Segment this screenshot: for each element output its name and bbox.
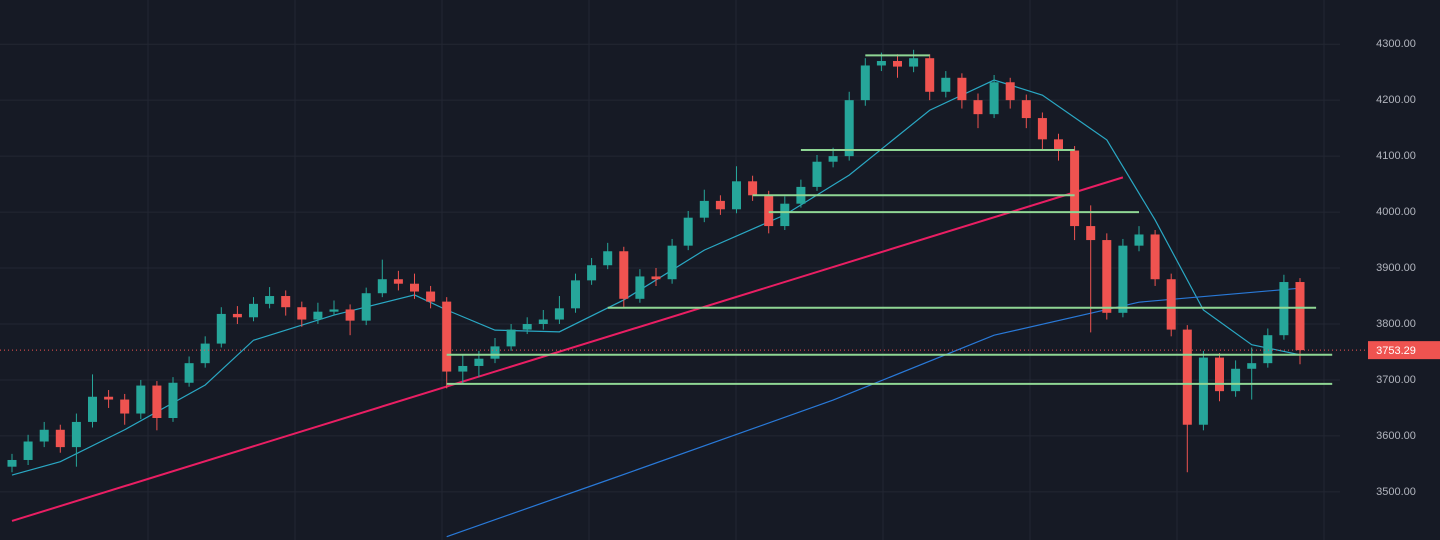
candle-body [989, 82, 999, 115]
candle-body [1118, 245, 1128, 313]
candle-body [1198, 357, 1208, 425]
candle-body [313, 311, 323, 320]
candle-body [587, 265, 597, 281]
candle-body [828, 156, 838, 162]
candle-body [764, 195, 774, 227]
candle-body [909, 58, 919, 67]
y-tick-label: 3900.00 [1376, 262, 1416, 274]
candle-body [458, 365, 468, 372]
candle-body [104, 396, 114, 400]
candle-body [361, 293, 371, 321]
candle-body [619, 251, 629, 299]
candle-body [941, 77, 951, 92]
candle-body [1295, 282, 1305, 351]
candle-body [152, 385, 162, 419]
candle-body [200, 343, 210, 364]
candle-body [297, 307, 307, 320]
candle-body [1054, 139, 1063, 151]
candle-body [281, 296, 291, 308]
candle-body [7, 459, 17, 467]
candle-body [699, 200, 709, 218]
candle-body [1247, 363, 1257, 369]
candle-body [732, 181, 741, 210]
candle-body [893, 60, 902, 67]
candle-body [216, 313, 226, 344]
last-price-label: 3753.29 [1376, 345, 1416, 357]
candle-body [1134, 234, 1144, 246]
candle-body [1102, 240, 1112, 313]
candle-body [748, 181, 758, 196]
candle-body [410, 283, 419, 292]
candle-body [812, 161, 822, 187]
candle-body [876, 60, 886, 66]
y-tick-label: 4300.00 [1376, 38, 1416, 50]
candle-body [925, 58, 935, 92]
candle-body [136, 385, 146, 414]
candle-body [715, 200, 725, 210]
candle-body [635, 276, 645, 299]
candle-body [1086, 226, 1096, 241]
candle-body [1182, 329, 1192, 425]
candle-body [1021, 100, 1031, 119]
candle-body [184, 363, 194, 383]
y-tick-label: 4100.00 [1376, 150, 1416, 162]
candle-body [506, 329, 516, 347]
candle-body [232, 313, 242, 318]
candle-body [667, 245, 677, 280]
candle-body [442, 301, 452, 372]
candle-body [249, 303, 258, 318]
candle-body [1263, 335, 1273, 364]
candle-body [39, 429, 49, 442]
candle-body [538, 319, 548, 324]
candle-body [860, 65, 870, 101]
last-price-box [1368, 341, 1440, 360]
candle-body [120, 399, 130, 414]
candle-body [1215, 357, 1224, 392]
time-grid [147, 0, 1325, 540]
trendline [11, 176, 1124, 522]
candle-body [683, 217, 693, 246]
candle-body [55, 429, 65, 448]
candle-body [522, 324, 532, 330]
moving-average [11, 79, 1301, 476]
candle-body [265, 296, 275, 304]
y-tick-label: 3500.00 [1376, 486, 1416, 498]
candle-body [651, 276, 661, 280]
y-tick-label: 3800.00 [1376, 318, 1416, 330]
candle-body [1070, 150, 1080, 227]
candle-body [71, 421, 81, 448]
moving-average [446, 287, 1301, 538]
candle-body [780, 203, 790, 227]
candle-body [844, 100, 854, 157]
candle-body [973, 100, 983, 115]
y-tick-label: 4000.00 [1376, 206, 1416, 218]
candle-body [426, 291, 436, 302]
candle-body [1005, 82, 1015, 101]
y-tick-label: 3700.00 [1376, 374, 1416, 386]
candle-body [474, 358, 484, 366]
candle-body [554, 308, 564, 320]
candle-body [571, 280, 580, 309]
candle-body [377, 279, 387, 294]
candle-body [88, 396, 97, 422]
candle-body [1231, 368, 1241, 392]
candle-body [168, 382, 178, 419]
candle-body [490, 346, 500, 359]
candle-body [957, 77, 967, 101]
candle-body [603, 251, 613, 266]
candle-body [23, 441, 33, 460]
candle-body [1150, 234, 1160, 280]
candle-body [1166, 279, 1176, 330]
candle-body [393, 279, 403, 284]
y-tick-label: 4200.00 [1376, 94, 1416, 106]
candle-body [329, 309, 339, 312]
candle-body [1037, 118, 1047, 140]
y-tick-label: 3600.00 [1376, 430, 1416, 442]
candle-body [345, 309, 355, 321]
